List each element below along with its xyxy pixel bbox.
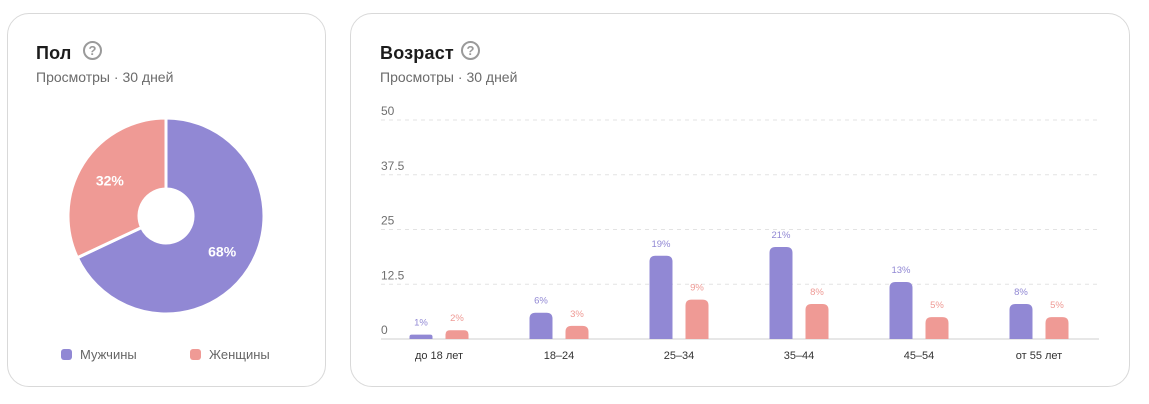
bar-value-label: 3% (570, 309, 584, 320)
y-tick-label: 37.5 (381, 159, 405, 173)
y-tick-label: 50 (381, 104, 395, 118)
bar-value-label: 21% (771, 230, 791, 241)
legend-item-male: Мужчины (61, 347, 137, 362)
pie-slice-label: 32% (96, 172, 125, 188)
bar-value-label: 1% (414, 318, 428, 329)
bar-male[interactable] (889, 282, 913, 339)
age-card: Возраст ? Просмотры · 30 дней 0 12.5 25 37.… (350, 13, 1130, 387)
age-subtitle: Просмотры · 30 дней (380, 69, 518, 85)
pie-slice-female[interactable] (66, 116, 168, 260)
bar-value-label: 9% (690, 283, 704, 294)
y-tick-label: 25 (381, 214, 395, 228)
bar-female[interactable] (685, 299, 709, 339)
legend-item-female: Женщины (190, 347, 270, 362)
pie-slice-male[interactable] (75, 116, 266, 316)
question-circle-icon[interactable]: ? (83, 41, 102, 60)
bar-value-label: 19% (651, 239, 671, 250)
bar-male[interactable] (649, 255, 673, 339)
gender-donut-chart: 68% 32% (66, 116, 266, 316)
bar-value-label: 8% (810, 287, 824, 298)
bar-male[interactable] (1009, 303, 1033, 339)
legend-swatch-female (190, 349, 201, 360)
legend-label-male: Мужчины (80, 347, 137, 362)
bar-value-label: 5% (1050, 300, 1064, 311)
legend-swatch-male (61, 349, 72, 360)
x-tick-label: 25–34 (664, 350, 695, 362)
bar-value-label: 5% (930, 300, 944, 311)
bar-female[interactable] (925, 317, 949, 339)
pie-slice-label: 68% (208, 244, 237, 260)
bar-value-label: 8% (1014, 287, 1028, 298)
bar-value-label: 13% (891, 265, 911, 276)
bar-female[interactable] (565, 325, 589, 339)
x-tick-label: 45–54 (904, 350, 935, 362)
y-tick-label: 12.5 (381, 268, 405, 282)
bar-female[interactable] (1045, 317, 1069, 339)
age-bar-chart: 0 12.5 25 37.5 50 1% 2% до 18 лет 6% 3% 18–24 19% 9%… (381, 104, 1099, 362)
bar-female[interactable] (445, 330, 469, 339)
x-tick-label: от 55 лет (1016, 350, 1062, 362)
bar-male[interactable] (529, 312, 553, 339)
gender-card: Пол ? Просмотры · 30 дней 68% 32% Мужчины… (7, 13, 326, 387)
bar-value-label: 6% (534, 296, 548, 307)
bar-male[interactable] (769, 247, 793, 339)
y-tick-label: 0 (381, 323, 388, 337)
x-tick-label: 35–44 (784, 350, 815, 362)
x-tick-label: до 18 лет (415, 350, 463, 362)
bar-value-label: 2% (450, 313, 464, 324)
bar-male[interactable] (409, 334, 433, 339)
question-circle-icon[interactable]: ? (461, 41, 480, 60)
x-tick-label: 18–24 (544, 350, 575, 362)
gender-title: Пол (36, 43, 72, 63)
gender-subtitle: Просмотры · 30 дней (36, 69, 174, 85)
age-title: Возраст (380, 43, 454, 63)
legend-label-female: Женщины (209, 347, 270, 362)
bar-female[interactable] (805, 303, 829, 339)
